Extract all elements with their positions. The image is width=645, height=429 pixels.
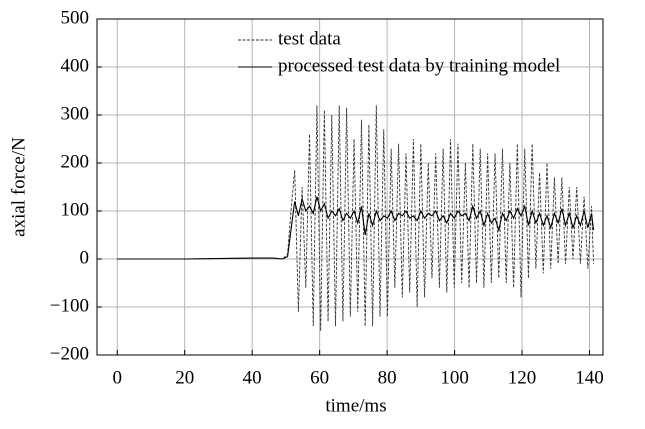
y-tick-label: −200 (50, 343, 89, 364)
x-tick-label: 100 (440, 367, 469, 388)
legend-label: test data (278, 28, 341, 49)
y-tick-label: 100 (61, 199, 90, 220)
y-tick-label: 300 (61, 103, 90, 124)
y-tick-label: 400 (61, 55, 90, 76)
x-tick-label: 80 (378, 367, 397, 388)
x-tick-label: 60 (310, 367, 329, 388)
y-tick-label: 0 (80, 247, 90, 268)
x-axis-label: time/ms (325, 395, 386, 416)
x-tick-label: 120 (508, 367, 537, 388)
y-tick-label: 200 (61, 151, 90, 172)
plot-frame (96, 18, 604, 356)
data-line (117, 105, 594, 332)
x-tick-label: 20 (175, 367, 194, 388)
y-axis-label: axial force/N (8, 137, 29, 237)
legend-label: processed test data by training model (278, 55, 560, 76)
y-tick-label: 500 (61, 7, 90, 28)
x-tick-label: 0 (112, 367, 122, 388)
data-line (117, 196, 595, 260)
x-tick-label: 40 (243, 367, 262, 388)
x-tick-label: 140 (575, 367, 604, 388)
y-tick-label: −100 (50, 295, 89, 316)
